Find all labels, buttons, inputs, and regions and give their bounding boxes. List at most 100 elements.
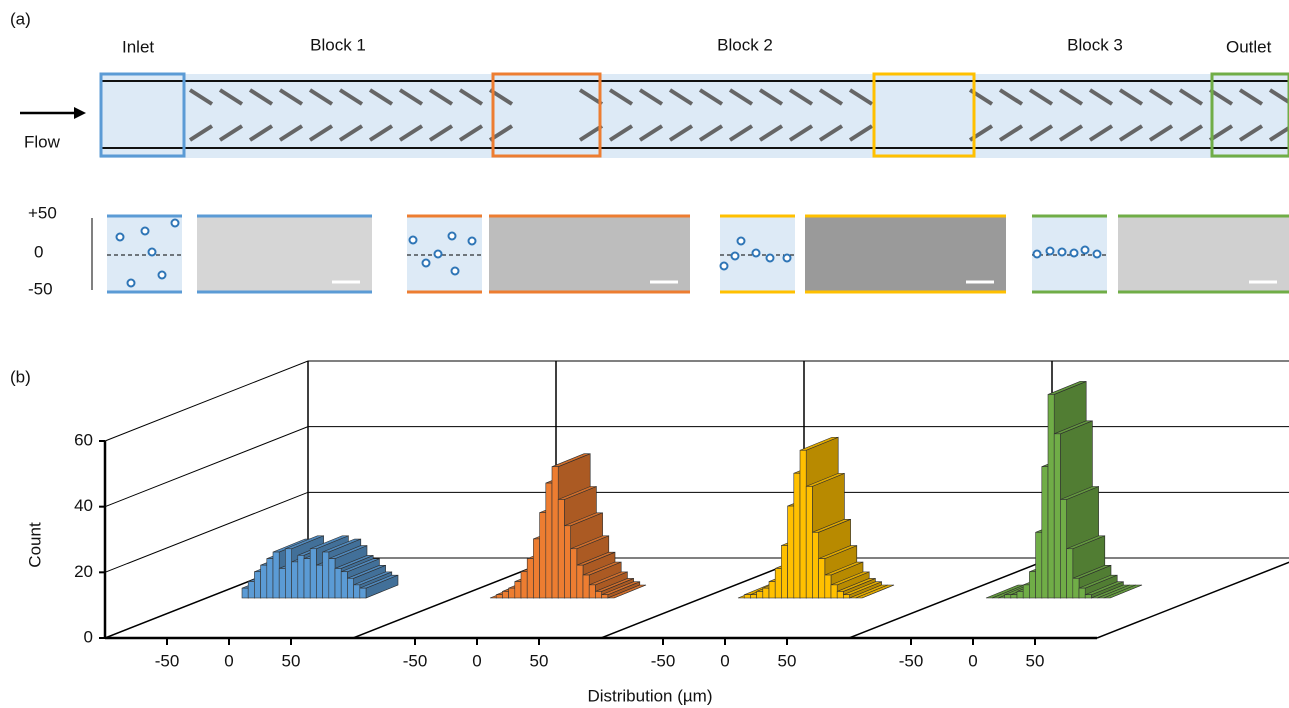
bar [347, 578, 353, 598]
particle [410, 237, 417, 244]
figure: (a) Inlet Block 1 Block 2 Block 3 Outlet… [0, 0, 1289, 708]
particle [142, 228, 149, 235]
particle [1059, 249, 1066, 256]
panel-label: (b) [10, 367, 31, 386]
bar [242, 588, 248, 598]
bar [527, 559, 533, 598]
particle [449, 233, 456, 240]
bar [806, 486, 812, 598]
bar [279, 568, 285, 598]
bar [1085, 595, 1091, 598]
particle [1082, 247, 1089, 254]
particle [732, 253, 739, 260]
bar [769, 582, 775, 598]
y-tick-label: 40 [74, 496, 93, 515]
bar [1048, 394, 1054, 598]
y-axis-title: Count [25, 522, 44, 568]
y-tick-label: 60 [74, 430, 93, 449]
bar [831, 585, 837, 598]
bar [515, 582, 521, 598]
inset-bg [407, 216, 482, 292]
particle [784, 255, 791, 262]
flow-arrow-head [74, 107, 86, 119]
bar [571, 549, 577, 598]
particle [1071, 250, 1078, 257]
bar [496, 595, 502, 598]
bar [794, 473, 800, 598]
bar [589, 585, 595, 598]
bar [533, 539, 539, 598]
x-axis-title: Distribution (µm) [587, 686, 712, 705]
panel-label: (a) [10, 9, 31, 28]
x-tick-label: -50 [651, 651, 676, 670]
bar [502, 591, 508, 598]
bar [304, 559, 310, 598]
particle [753, 250, 760, 257]
particle [469, 238, 476, 245]
block-label: Block 1 [310, 35, 366, 54]
particle [117, 234, 124, 241]
particle [721, 263, 728, 270]
bar [285, 549, 291, 598]
particle [738, 238, 745, 245]
grid-line [105, 361, 1289, 441]
x-tick-label: 0 [472, 651, 481, 670]
bar [248, 582, 254, 598]
bar [775, 568, 781, 598]
bar [1036, 532, 1042, 598]
bar [564, 526, 570, 598]
bar [298, 555, 304, 598]
x-tick-label: -50 [155, 651, 180, 670]
bar [329, 559, 335, 598]
bar [1067, 549, 1073, 598]
position-label: -50 [28, 279, 53, 298]
bar [1005, 595, 1011, 598]
bar [558, 500, 564, 599]
bar [1042, 467, 1048, 598]
bar [812, 532, 818, 598]
channel [100, 74, 1289, 158]
floor-line [1097, 558, 1289, 638]
bar [819, 559, 825, 598]
bar [1011, 595, 1017, 598]
bar [360, 588, 366, 598]
bar [267, 559, 273, 598]
bar [763, 588, 769, 598]
bar [316, 565, 322, 598]
bar [323, 552, 329, 598]
bar [261, 565, 267, 598]
bar [757, 591, 763, 598]
bar [1023, 585, 1029, 598]
position-label: 0 [34, 242, 43, 261]
block-label: Block 2 [717, 35, 773, 54]
bar [1054, 434, 1060, 598]
grid-line [105, 427, 1289, 507]
particle [1034, 251, 1041, 258]
bar [843, 595, 849, 598]
bar [509, 588, 515, 598]
particle [159, 272, 166, 279]
bar [750, 595, 756, 598]
inlet-label: Inlet [122, 37, 154, 56]
bar [781, 545, 787, 598]
panel-b: (b) Distribution (µm) Count 0204060-5005… [10, 361, 1289, 705]
particle [452, 268, 459, 275]
bar [546, 483, 552, 598]
bar [800, 450, 806, 598]
particle [1047, 248, 1054, 255]
flow-label: Flow [24, 132, 61, 151]
bar [273, 552, 279, 598]
bar [744, 595, 750, 598]
bar [521, 572, 527, 598]
particle [128, 280, 135, 287]
y-tick-label: 0 [84, 627, 93, 646]
position-label: +50 [28, 203, 57, 222]
particle [149, 249, 156, 256]
bar [595, 591, 601, 598]
particle [767, 255, 774, 262]
bar [1017, 591, 1023, 598]
y-tick-label: 20 [74, 562, 93, 581]
bar [292, 562, 298, 598]
bar [1029, 572, 1035, 598]
bar [1079, 588, 1085, 598]
